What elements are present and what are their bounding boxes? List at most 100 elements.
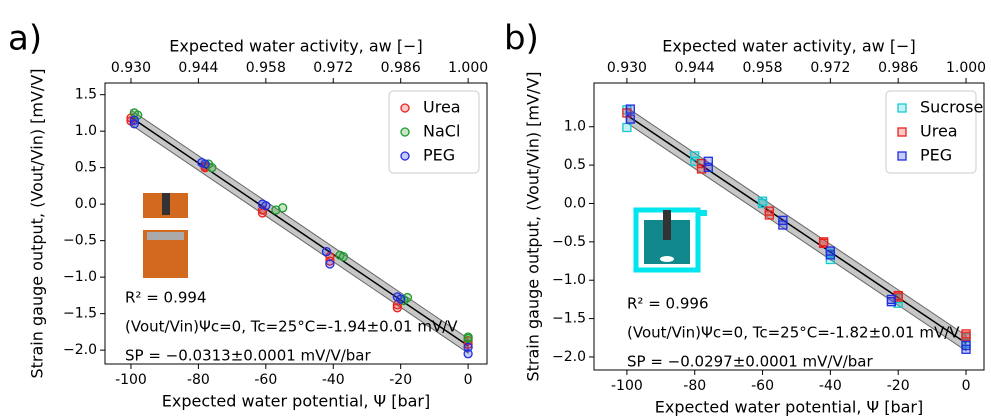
x-tick-label: -40	[322, 372, 345, 388]
x2-tick-label: 1.000	[946, 60, 986, 76]
x-tick-label: -80	[187, 372, 210, 388]
y-tick-label: −1.5	[552, 311, 586, 327]
legend-marker	[400, 103, 410, 113]
legend-label: PEG	[920, 146, 952, 165]
legend-marker	[400, 127, 410, 137]
data-point	[764, 210, 774, 220]
inset-b	[633, 207, 707, 273]
legend-box	[885, 90, 977, 174]
inset-a	[143, 193, 188, 278]
y-tick-label: 0.5	[564, 157, 586, 173]
plot-frame	[104, 82, 488, 365]
data-point	[325, 256, 335, 266]
legend-marker	[897, 151, 907, 161]
data-point	[129, 115, 139, 125]
data-point	[200, 159, 210, 169]
annotation: SP = −0.0313±0.0001 mV/V/bar	[125, 347, 372, 365]
x2-tick-label: 0.944	[675, 60, 715, 76]
x2-axis-label: Expected water activity, aw [−]	[662, 37, 915, 56]
legend-label: Sucrose	[920, 98, 983, 117]
data-point	[625, 114, 635, 124]
y-axis-label: Strain gauge output, (Vout/Vin) [mV/V]	[28, 68, 47, 378]
data-point	[396, 294, 406, 304]
x-tick-label: -20	[389, 372, 412, 388]
panel-label: b)	[504, 19, 539, 59]
data-point	[321, 246, 332, 257]
legend-box	[388, 90, 480, 174]
x-tick-label: -80	[683, 378, 706, 394]
annotation: SP = −0.0297±0.0001 mV/V/bar	[627, 353, 874, 371]
y-tick-label: −1.0	[63, 269, 97, 285]
y-tick-label: 1.5	[75, 87, 97, 103]
data-point	[402, 292, 413, 303]
data-point	[625, 104, 635, 114]
annotation: R² = 0.994	[125, 289, 206, 307]
y-tick-label: 0.0	[75, 196, 97, 212]
panel-label: a)	[8, 19, 42, 59]
data-point	[690, 151, 700, 161]
data-point	[278, 203, 288, 213]
data-point	[463, 342, 473, 352]
legend-marker	[897, 103, 907, 113]
x2-tick-label: 1.000	[448, 60, 488, 76]
legend-label: NaCl	[423, 122, 460, 141]
y-tick-label: 0.5	[75, 160, 97, 176]
y-tick-label: −0.5	[63, 233, 97, 249]
data-point	[271, 205, 281, 215]
annotation: R² = 0.996	[627, 295, 708, 313]
y-axis-label: Strain gauge output, (Vout/Vin) [mV/V]	[524, 71, 543, 381]
data-point	[325, 259, 335, 269]
x-tick-label: -100	[115, 372, 147, 388]
x2-tick-label: 0.930	[607, 60, 647, 76]
data-point	[392, 303, 402, 313]
x-axis-label: Expected water potential, Ψ [bar]	[162, 392, 430, 411]
y-tick-label: −2.0	[63, 342, 97, 358]
y-tick-label: 1.0	[75, 123, 97, 139]
x-tick-label: -100	[611, 378, 643, 394]
x-tick-label: 0	[464, 372, 473, 388]
y-tick-label: −0.5	[552, 234, 586, 250]
data-point	[338, 252, 349, 262]
x2-tick-label: 0.986	[878, 60, 918, 76]
x2-axis-label: Expected water activity, aw [−]	[169, 37, 422, 56]
x2-tick-label: 0.930	[111, 60, 151, 76]
legend: Urea NaCl PEG	[388, 90, 480, 174]
x2-tick-label: 0.986	[381, 60, 421, 76]
x-tick-label: -40	[819, 378, 842, 394]
y-tick-label: 1.0	[564, 119, 586, 135]
data-point	[961, 344, 971, 354]
plot-frame	[593, 82, 985, 371]
data-point	[886, 297, 897, 307]
data-point	[257, 208, 268, 218]
legend-marker	[400, 151, 410, 161]
x2-tick-label: 0.972	[313, 60, 353, 76]
x2-tick-label: 0.958	[743, 60, 783, 76]
data-point	[778, 220, 788, 230]
data-point	[696, 164, 707, 174]
y-tick-label: 0.0	[564, 195, 586, 211]
legend: Sucrose Urea PEG	[885, 90, 983, 174]
x2-tick-label: 0.972	[810, 60, 850, 76]
data-point	[690, 156, 700, 166]
fit-line	[130, 116, 469, 347]
data-point	[703, 162, 713, 173]
y-tick-label: −1.5	[63, 306, 97, 322]
y-tick-label: −2.0	[552, 349, 586, 365]
data-point	[825, 250, 836, 260]
data-point	[961, 331, 971, 341]
data-point	[261, 200, 271, 211]
legend-marker	[897, 127, 907, 137]
x-tick-label: -20	[887, 378, 910, 394]
legend-label: Urea	[423, 98, 461, 117]
legend-label: PEG	[423, 146, 455, 165]
data-point	[622, 122, 632, 133]
x-tick-label: -60	[254, 372, 277, 388]
data-point	[818, 238, 829, 249]
fit-line	[626, 114, 967, 344]
y-tick-label: −1.0	[552, 272, 586, 288]
x2-tick-label: 0.944	[178, 60, 218, 76]
x-tick-label: 0	[962, 378, 971, 394]
data-point	[463, 333, 473, 344]
x2-tick-label: 0.958	[246, 60, 286, 76]
